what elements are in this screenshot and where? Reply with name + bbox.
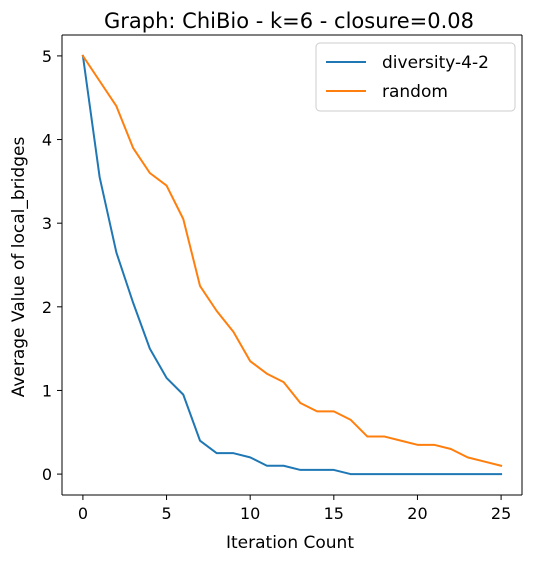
series-line-diversity-4-2 <box>81 54 503 476</box>
x-tick-label: 20 <box>407 504 427 523</box>
series-layer <box>81 54 503 476</box>
y-tick-label: 2 <box>42 298 52 317</box>
x-tick-label: 15 <box>324 504 344 523</box>
x-tick-label: 5 <box>161 504 171 523</box>
x-tick-label: 10 <box>240 504 260 523</box>
series-line-random <box>81 54 503 467</box>
y-tick-label: 1 <box>42 381 52 400</box>
y-tick-label: 3 <box>42 214 52 233</box>
legend: diversity-4-2 random <box>315 42 516 112</box>
plot-frame <box>61 34 523 496</box>
x-axis-label: Iteration Count <box>226 533 354 553</box>
legend-label-random: random <box>382 82 448 102</box>
y-axis-label: Average Value of local_bridges <box>9 137 29 398</box>
x-axis-ticks: 0 5 10 15 20 25 <box>78 495 511 523</box>
chart-title: Graph: ChiBio - k=6 - closure=0.08 <box>104 9 474 33</box>
y-tick-label: 0 <box>42 465 52 484</box>
legend-box <box>315 42 516 112</box>
plot-area <box>62 35 522 495</box>
y-tick-label: 4 <box>42 131 52 150</box>
legend-label-diversity-4-2: diversity-4-2 <box>382 53 489 73</box>
x-tick-label: 0 <box>78 504 88 523</box>
x-tick-label: 25 <box>491 504 511 523</box>
y-axis-ticks: 0 1 2 3 4 5 <box>42 47 62 484</box>
y-tick-label: 5 <box>42 47 52 66</box>
